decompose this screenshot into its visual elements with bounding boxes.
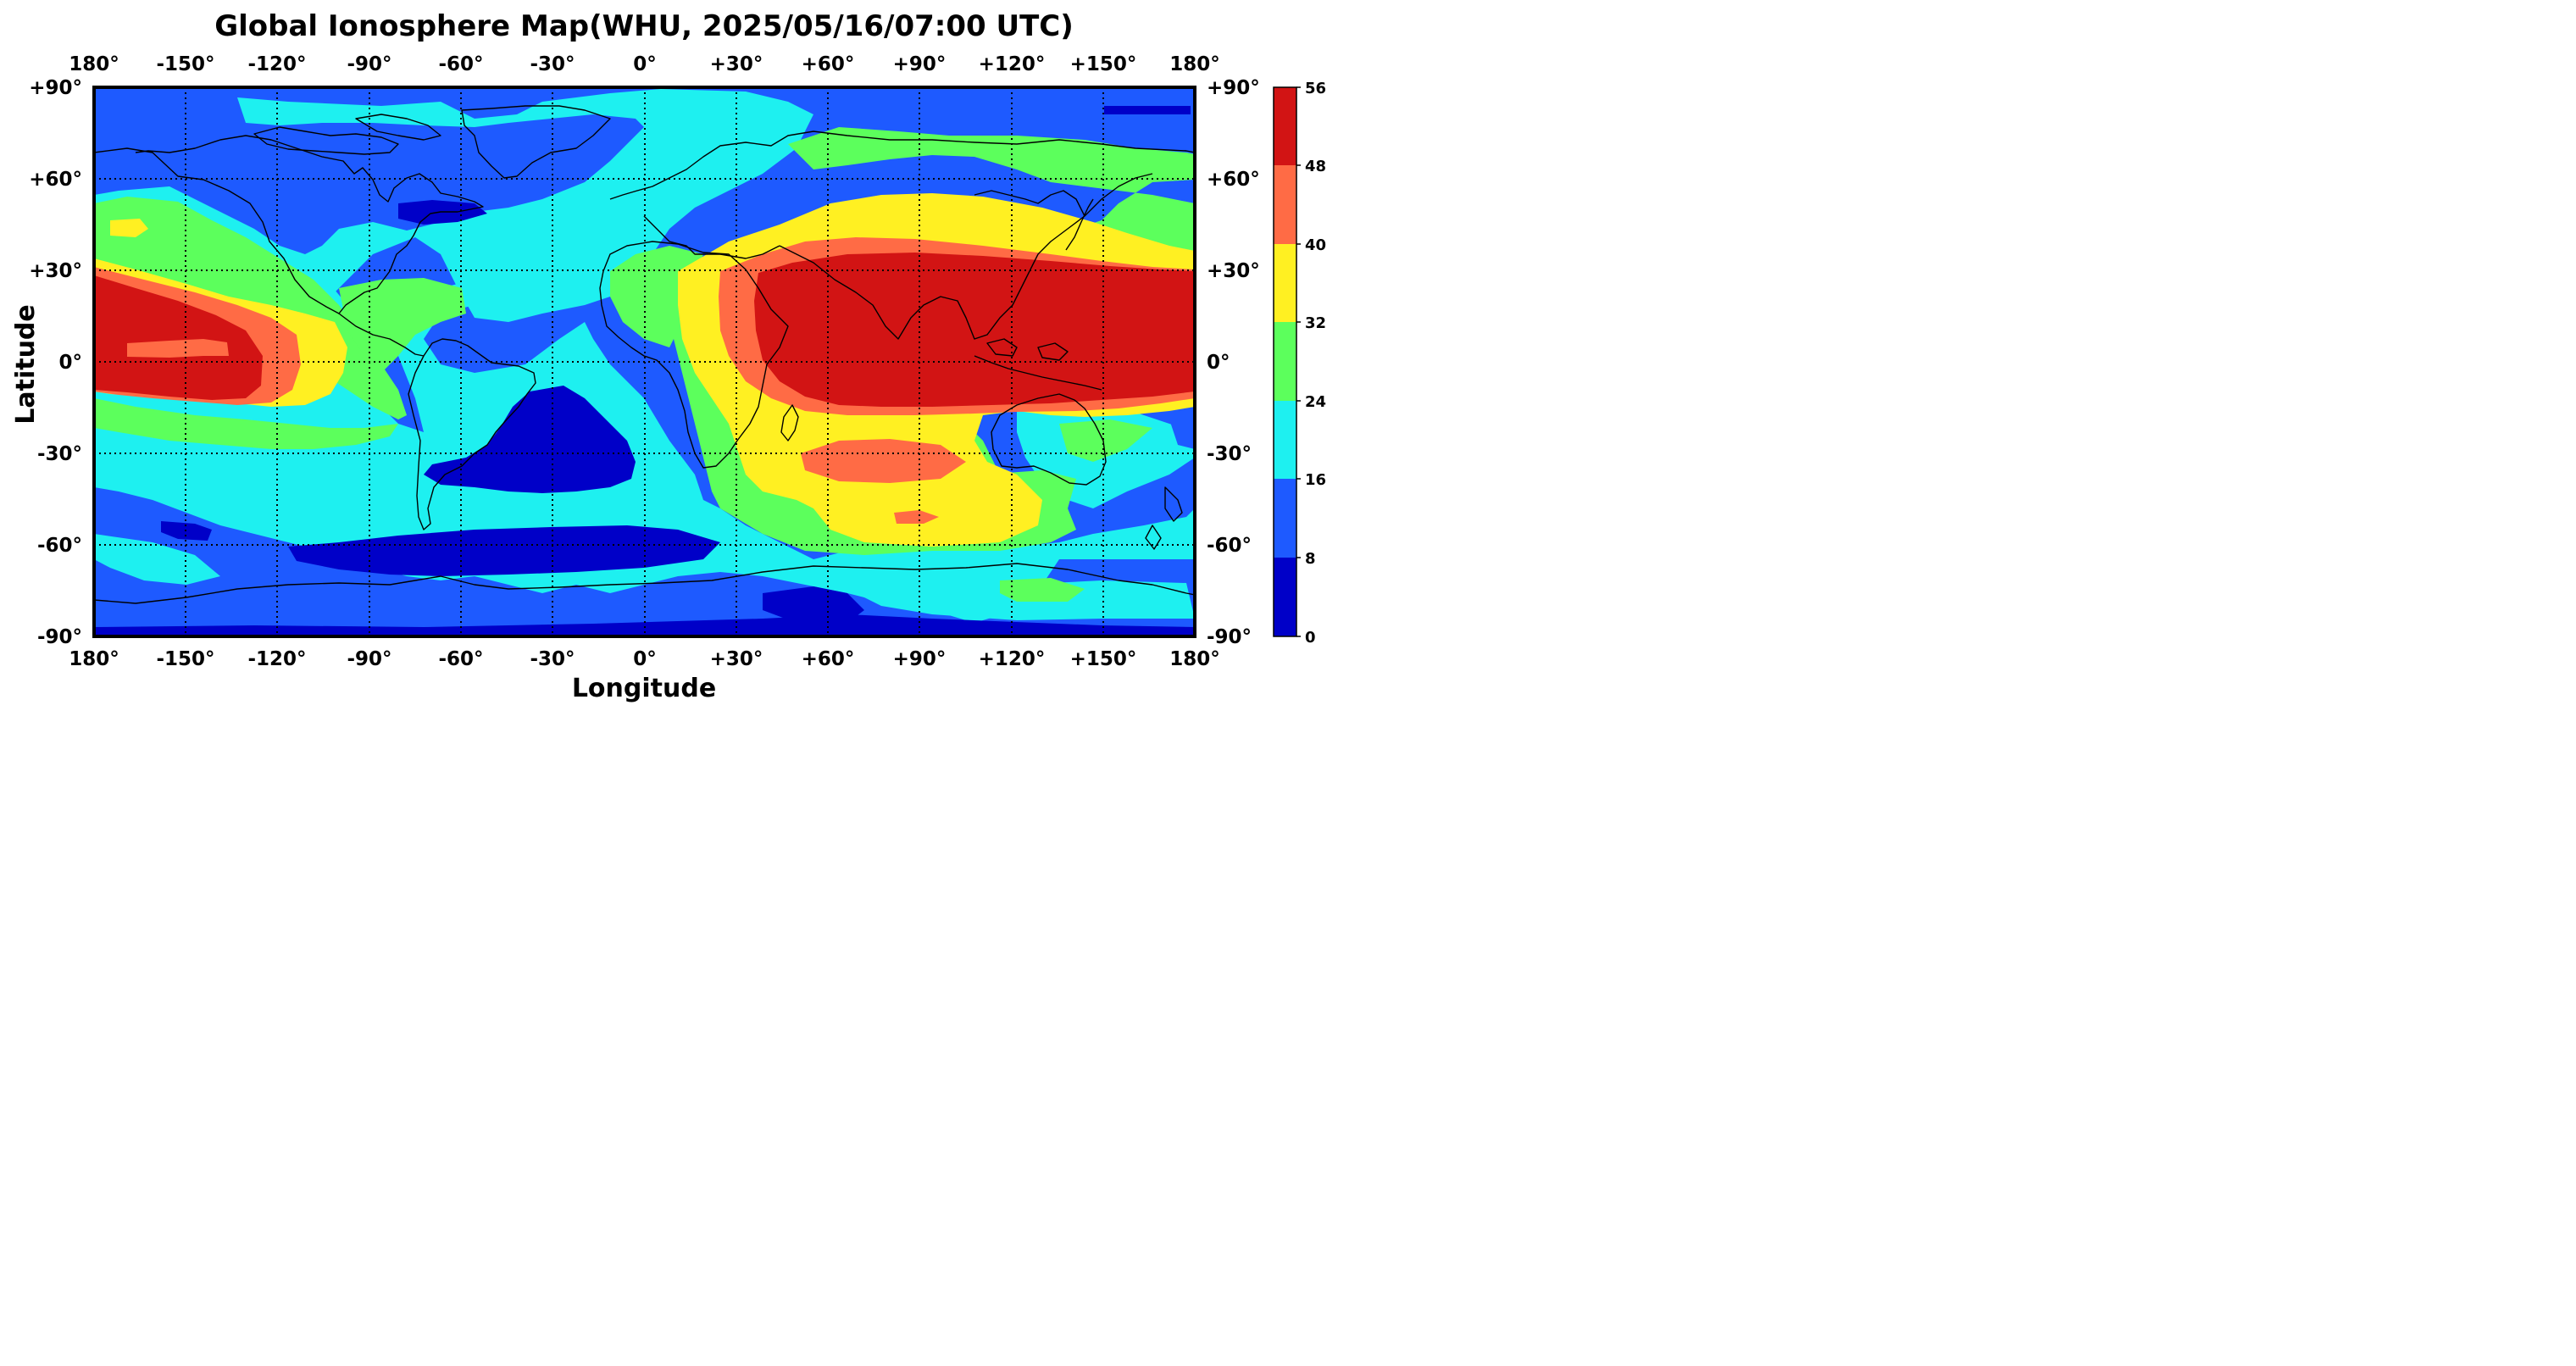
lon-tick-bottom: -60° bbox=[438, 648, 483, 670]
y-axis-label: Latitude bbox=[11, 304, 41, 425]
coastlines bbox=[94, 105, 1195, 604]
ionosphere-map-figure: Global Ionosphere Map(WHU, 2025/05/16/07… bbox=[11, 9, 1326, 703]
lon-tick-top: 0° bbox=[633, 53, 657, 75]
coastline-new-zealand bbox=[1145, 486, 1183, 550]
lon-tick-bottom: 0° bbox=[633, 648, 657, 670]
latitude-ticks-left: +90° +60° +30° 0° -30° -60° -90° bbox=[29, 77, 82, 648]
coastline-north-america bbox=[94, 135, 484, 314]
lon-tick-top: +120° bbox=[979, 53, 1046, 75]
colorbar-tick-label: 8 bbox=[1305, 550, 1316, 568]
lat-tick-left: -60° bbox=[37, 535, 82, 557]
lat-tick-left: -90° bbox=[37, 626, 82, 648]
coastline-central-america bbox=[338, 313, 425, 357]
lon-tick-bottom: +60° bbox=[802, 648, 855, 670]
lon-tick-top: +150° bbox=[1070, 53, 1137, 75]
lon-tick-bottom: -30° bbox=[530, 648, 575, 670]
lon-tick-top: +30° bbox=[710, 53, 763, 75]
lon-tick-bottom: +30° bbox=[710, 648, 763, 670]
colorbar-tick-marks bbox=[1296, 86, 1301, 637]
lon-tick-bottom: -90° bbox=[347, 648, 391, 670]
colorbar-tick-label: 16 bbox=[1305, 471, 1326, 489]
latitude-ticks-right: +90° +60° +30° 0° -30° -60° -90° bbox=[1207, 77, 1260, 648]
coastline-south-america bbox=[408, 338, 536, 530]
colorbar-tick-label: 0 bbox=[1305, 629, 1316, 647]
lat-tick-right: 0° bbox=[1207, 352, 1230, 374]
x-axis-label: Longitude bbox=[572, 674, 716, 703]
coastline-greenland bbox=[461, 105, 611, 179]
lon-tick-bottom: 180° bbox=[1169, 648, 1220, 670]
lat-tick-left: 0° bbox=[58, 352, 82, 374]
lon-tick-top: +90° bbox=[893, 53, 947, 75]
lon-tick-top: 180° bbox=[69, 53, 119, 75]
lat-tick-right: +30° bbox=[1207, 260, 1260, 282]
colorbar-segment bbox=[1274, 322, 1296, 401]
colorbar-tick-label: 32 bbox=[1305, 314, 1326, 332]
colorbar-tick-label: 40 bbox=[1305, 236, 1326, 254]
coastline-africa bbox=[599, 241, 789, 469]
lon-tick-top: -120° bbox=[247, 53, 306, 75]
lat-tick-left: +90° bbox=[29, 77, 82, 99]
map-title: Global Ionosphere Map(WHU, 2025/05/16/07… bbox=[214, 9, 1074, 43]
lat-tick-right: -60° bbox=[1207, 535, 1252, 557]
map-frame bbox=[92, 86, 1196, 638]
tec-level-0-8 bbox=[94, 200, 1195, 636]
lat-tick-right: -90° bbox=[1207, 626, 1252, 648]
lon-tick-bottom: -150° bbox=[156, 648, 214, 670]
lat-tick-left: +60° bbox=[29, 169, 82, 191]
lon-tick-bottom: +120° bbox=[979, 648, 1046, 670]
lon-tick-bottom: -120° bbox=[247, 648, 306, 670]
colorbar-segment bbox=[1274, 244, 1296, 322]
gridlines bbox=[94, 87, 1195, 636]
coastline-europe bbox=[609, 130, 1195, 259]
lon-tick-top: -30° bbox=[530, 53, 575, 75]
lon-tick-top: -90° bbox=[347, 53, 391, 75]
lon-tick-bottom: +90° bbox=[893, 648, 947, 670]
colorbar: 0 8 16 24 32 40 48 56 bbox=[1273, 80, 1326, 647]
lon-tick-top: +60° bbox=[802, 53, 855, 75]
colorbar-segment bbox=[1274, 558, 1296, 636]
colorbar-frame bbox=[1273, 86, 1297, 637]
lat-tick-right: +60° bbox=[1207, 169, 1260, 191]
colorbar-segment bbox=[1274, 165, 1296, 244]
colorbar-tick-label: 48 bbox=[1305, 158, 1326, 175]
lon-tick-top: -60° bbox=[438, 53, 483, 75]
colorbar-tick-label: 24 bbox=[1305, 393, 1326, 411]
lat-tick-right: -30° bbox=[1207, 443, 1252, 465]
lon-tick-bottom: +150° bbox=[1070, 648, 1137, 670]
longitude-ticks-top: 180° -150° -120° -90° -60° -30° 0° +30° … bbox=[69, 53, 1220, 75]
lon-tick-bottom: 180° bbox=[69, 648, 119, 670]
coastline-madagascar bbox=[780, 404, 799, 441]
lon-tick-top: 180° bbox=[1169, 53, 1220, 75]
colorbar-segment bbox=[1274, 479, 1296, 558]
lat-tick-right: +90° bbox=[1207, 77, 1260, 99]
lat-tick-left: +30° bbox=[29, 260, 82, 282]
coastline-japan bbox=[1065, 198, 1094, 251]
coastline-australia bbox=[991, 393, 1107, 486]
colorbar-tick-label: 56 bbox=[1305, 80, 1326, 97]
colorbar-segment bbox=[1274, 87, 1296, 165]
tec-level-48-56 bbox=[94, 253, 1195, 407]
lon-tick-top: -150° bbox=[156, 53, 214, 75]
coastline-asia bbox=[779, 173, 1153, 340]
coastline-southeast-asia-islands bbox=[974, 338, 1102, 391]
lat-tick-left: -30° bbox=[37, 443, 82, 465]
longitude-ticks-bottom: 180° -150° -120° -90° -60° -30° 0° +30° … bbox=[69, 648, 1220, 670]
colorbar-segment bbox=[1274, 401, 1296, 479]
coastline-antarctica bbox=[94, 563, 1195, 604]
coastline-arctic-islands bbox=[253, 114, 441, 155]
